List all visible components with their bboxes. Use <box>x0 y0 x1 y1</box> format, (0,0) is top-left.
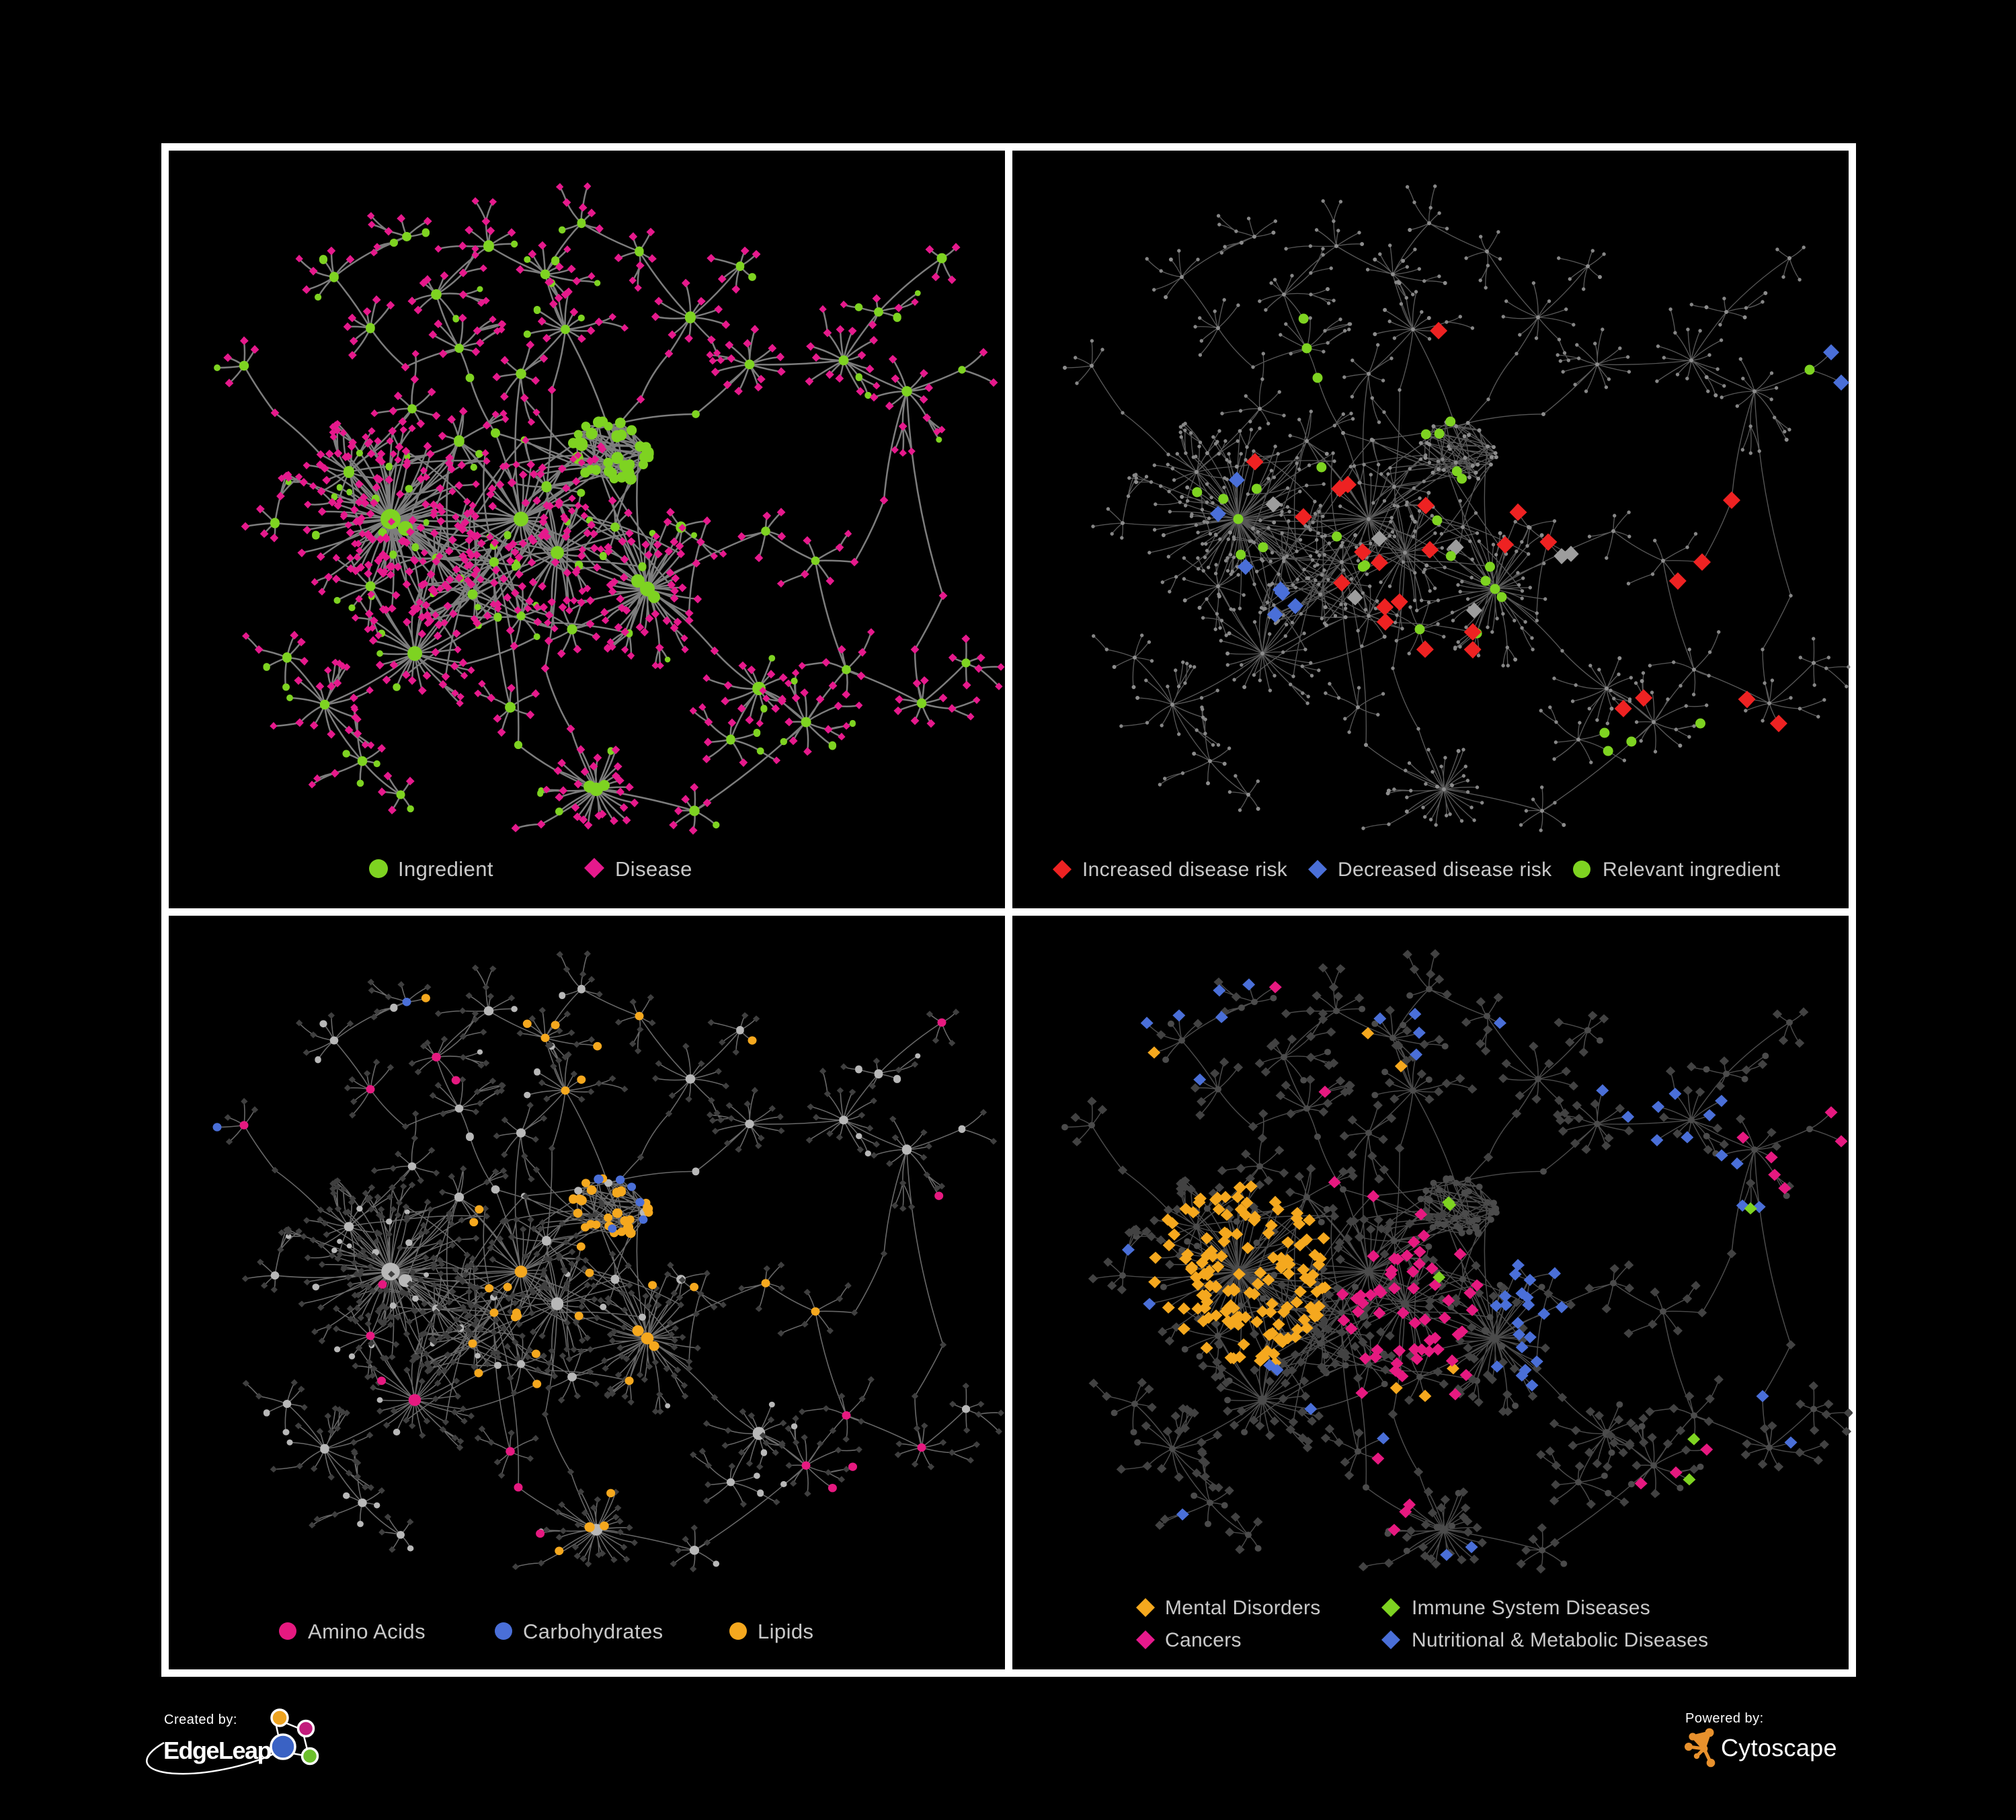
svg-text:Created by:: Created by: <box>164 1712 237 1727</box>
svg-text:Decreased disease risk: Decreased disease risk <box>1338 859 1552 881</box>
svg-text:Immune System Diseases: Immune System Diseases <box>1412 1597 1650 1619</box>
svg-text:EdgeLeap: EdgeLeap <box>163 1737 272 1764</box>
svg-text:Cancers: Cancers <box>1165 1629 1242 1651</box>
svg-text:Disease: Disease <box>615 857 692 881</box>
svg-text:Amino Acids: Amino Acids <box>308 1620 426 1643</box>
svg-text:Cytoscape: Cytoscape <box>1721 1734 1837 1762</box>
svg-text:Increased disease risk: Increased disease risk <box>1082 859 1288 881</box>
svg-text:Lipids: Lipids <box>758 1620 813 1643</box>
svg-text:Mental Disorders: Mental Disorders <box>1165 1597 1321 1619</box>
svg-text:Carbohydrates: Carbohydrates <box>523 1620 663 1643</box>
svg-text:Nutritional & Metabolic Diseas: Nutritional & Metabolic Diseases <box>1412 1629 1708 1651</box>
svg-text:Ingredient: Ingredient <box>398 857 493 881</box>
svg-text:Powered by:: Powered by: <box>1685 1711 1764 1726</box>
svg-text:Relevant ingredient: Relevant ingredient <box>1603 859 1781 881</box>
